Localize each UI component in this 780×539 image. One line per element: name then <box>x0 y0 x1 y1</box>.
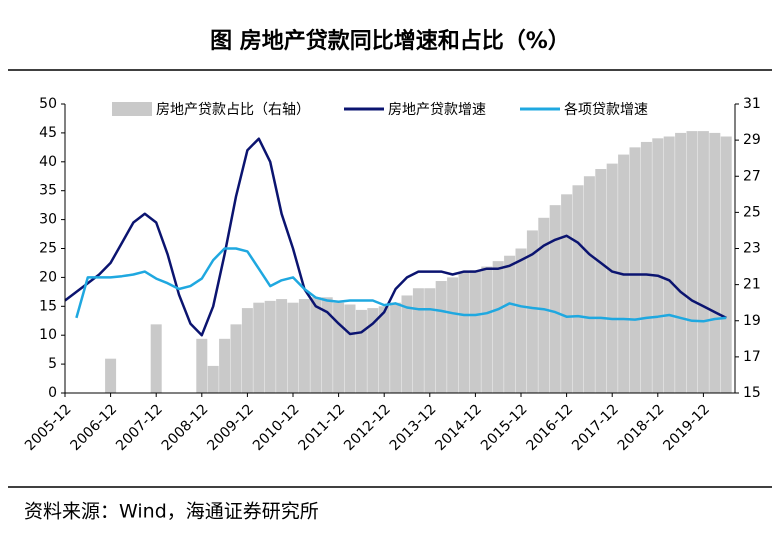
legend-label: 各项贷款增速 <box>564 102 648 118</box>
y-tick-label: 0 <box>48 385 57 401</box>
bar <box>298 299 310 393</box>
bar <box>572 185 584 393</box>
x-tick-label: 2010-12 <box>250 401 303 454</box>
bar <box>447 277 459 393</box>
bar <box>264 300 276 393</box>
y-tick-label: 40 <box>39 154 57 170</box>
x-tick-label: 2017-12 <box>569 401 622 454</box>
y2-tick-label: 27 <box>743 168 761 184</box>
bar <box>561 194 573 393</box>
bar <box>321 297 333 393</box>
bar <box>401 295 413 393</box>
bar <box>344 304 356 393</box>
bar <box>686 131 698 393</box>
x-tick-label: 2012-12 <box>341 401 394 454</box>
bar <box>207 365 219 393</box>
bar <box>709 132 721 393</box>
x-tick-label: 2014-12 <box>432 401 485 454</box>
y2-tick-label: 29 <box>743 132 761 148</box>
bar <box>276 299 288 393</box>
y2-tick-label: 21 <box>743 277 761 293</box>
bar <box>583 176 595 393</box>
y-tick-label: 5 <box>48 356 57 372</box>
line-series <box>64 137 727 337</box>
y-tick-label: 10 <box>39 327 57 343</box>
bar <box>310 297 322 393</box>
x-tick-label: 2019-12 <box>660 401 713 454</box>
bar <box>219 338 231 393</box>
x-tick-label: 2015-12 <box>478 401 531 454</box>
bar <box>526 230 538 393</box>
bar <box>652 138 664 393</box>
chart-title: 图 房地产贷款同比增速和占比（%） <box>210 28 570 54</box>
line-series <box>75 247 727 323</box>
y2-tick-label: 31 <box>743 96 761 112</box>
y2-tick-label: 15 <box>743 385 761 401</box>
y-tick-label: 20 <box>39 269 57 285</box>
bar <box>458 271 470 393</box>
bar <box>481 266 493 393</box>
x-tick-label: 2005-12 <box>22 401 75 454</box>
bar <box>435 281 447 393</box>
x-tick-label: 2009-12 <box>204 401 257 454</box>
x-tick-label: 2018-12 <box>615 401 668 454</box>
y-tick-label: 25 <box>39 241 57 257</box>
bar <box>241 308 253 393</box>
bar <box>253 302 265 393</box>
bar <box>378 306 390 393</box>
bar <box>230 324 242 393</box>
bar <box>287 302 299 393</box>
bar <box>390 302 402 393</box>
bar <box>595 169 607 393</box>
bar <box>196 338 208 393</box>
x-tick-label: 2007-12 <box>113 401 166 454</box>
y2-tick-label: 25 <box>743 204 761 220</box>
y2-tick-label: 19 <box>743 313 761 329</box>
bar <box>469 270 481 393</box>
bar <box>549 205 561 393</box>
y-tick-label: 45 <box>39 125 57 141</box>
bar <box>105 358 117 393</box>
legend-label: 房地产贷款占比（右轴） <box>156 102 310 118</box>
x-tick-label: 2008-12 <box>159 401 212 454</box>
bar <box>720 136 732 393</box>
bar <box>538 217 550 393</box>
bar <box>640 141 652 393</box>
bar <box>367 308 379 393</box>
y-tick-label: 15 <box>39 298 57 314</box>
bar <box>515 248 527 393</box>
x-tick-label: 2016-12 <box>524 401 577 454</box>
y2-tick-label: 17 <box>743 349 761 365</box>
bar <box>675 132 687 393</box>
y-tick-label: 50 <box>39 96 57 112</box>
bar <box>492 261 504 393</box>
bar <box>663 136 675 393</box>
y-tick-label: 30 <box>39 212 57 228</box>
bar <box>150 324 162 393</box>
y-tick-label: 35 <box>39 183 57 199</box>
bar <box>606 163 618 393</box>
bar <box>355 309 367 393</box>
legend-label: 房地产贷款增速 <box>388 102 486 118</box>
bar <box>504 255 516 393</box>
bar <box>424 288 436 393</box>
legend-swatch <box>112 102 152 116</box>
x-tick-label: 2011-12 <box>296 401 349 454</box>
bar <box>629 147 641 393</box>
y2-tick-label: 23 <box>743 241 761 257</box>
bar <box>697 131 709 393</box>
bar <box>333 302 345 393</box>
x-tick-label: 2013-12 <box>387 401 440 454</box>
bar <box>412 288 424 393</box>
source: 资料来源：Wind，海通证券研究所 <box>24 501 319 523</box>
x-tick-label: 2006-12 <box>68 401 121 454</box>
